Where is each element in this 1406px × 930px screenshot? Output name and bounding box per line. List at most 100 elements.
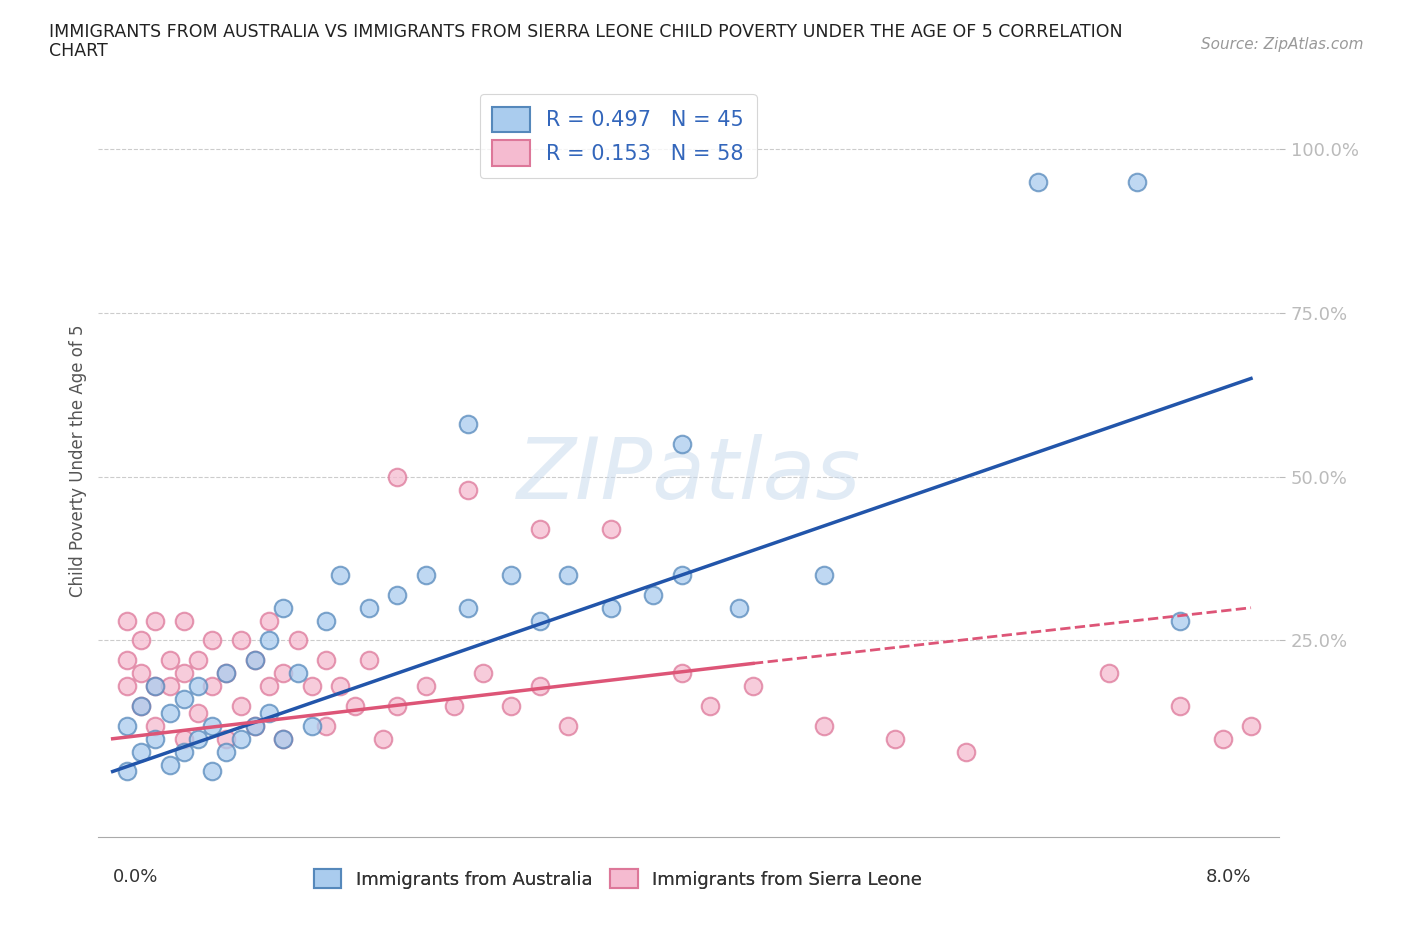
Point [343,698,366,713]
Text: Source: ZipAtlas.com: Source: ZipAtlas.com [1201,37,1364,52]
Point [742,679,765,694]
Point [215,731,238,746]
Point [129,633,152,648]
Point [301,718,323,733]
Point [813,567,835,582]
Point [387,470,409,485]
Point [173,692,195,707]
Point [115,718,138,733]
Point [143,679,166,694]
Text: ZIPatlas: ZIPatlas [517,434,860,517]
Text: 0.0%: 0.0% [112,868,157,885]
Point [159,758,181,773]
Point [229,698,252,713]
Point [187,679,209,694]
Point [229,633,252,648]
Point [457,417,479,432]
Point [1026,175,1049,190]
Point [1126,175,1149,190]
Point [229,731,252,746]
Point [273,731,295,746]
Point [201,633,224,648]
Point [243,718,266,733]
Point [457,600,479,615]
Point [143,718,166,733]
Point [529,522,551,537]
Point [257,633,280,648]
Point [1240,718,1263,733]
Point [257,679,280,694]
Point [557,567,579,582]
Point [1168,698,1191,713]
Point [499,567,522,582]
Point [159,653,181,668]
Point [1212,731,1234,746]
Point [215,744,238,759]
Point [529,679,551,694]
Point [329,679,352,694]
Point [187,653,209,668]
Point [143,614,166,629]
Point [415,567,437,582]
Point [357,600,380,615]
Point [159,705,181,720]
Y-axis label: Child Poverty Under the Age of 5: Child Poverty Under the Age of 5 [69,324,87,597]
Point [273,666,295,681]
Point [201,764,224,779]
Point [371,731,394,746]
Point [115,764,138,779]
Point [443,698,465,713]
Point [671,666,693,681]
Point [273,600,295,615]
Point [243,718,266,733]
Point [201,679,224,694]
Point [187,705,209,720]
Point [273,731,295,746]
Point [257,614,280,629]
Point [301,679,323,694]
Point [529,614,551,629]
Text: CHART: CHART [49,42,108,60]
Point [499,698,522,713]
Point [143,679,166,694]
Point [173,666,195,681]
Point [1098,666,1121,681]
Point [457,483,479,498]
Point [115,614,138,629]
Point [387,587,409,602]
Point [173,744,195,759]
Point [115,653,138,668]
Point [955,744,977,759]
Point [315,718,337,733]
Point [727,600,749,615]
Point [329,567,352,582]
Point [415,679,437,694]
Point [599,600,621,615]
Point [599,522,621,537]
Point [884,731,907,746]
Point [671,436,693,451]
Point [129,698,152,713]
Point [243,653,266,668]
Point [173,614,195,629]
Point [143,731,166,746]
Point [699,698,721,713]
Point [115,679,138,694]
Point [671,567,693,582]
Point [315,653,337,668]
Point [257,705,280,720]
Point [471,666,494,681]
Point [243,653,266,668]
Point [287,666,309,681]
Point [813,718,835,733]
Point [1168,614,1191,629]
Point [557,718,579,733]
Point [173,731,195,746]
Point [201,718,224,733]
Point [215,666,238,681]
Point [315,614,337,629]
Point [643,587,665,602]
Point [129,698,152,713]
Text: 8.0%: 8.0% [1205,868,1251,885]
Point [357,653,380,668]
